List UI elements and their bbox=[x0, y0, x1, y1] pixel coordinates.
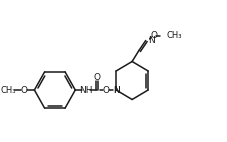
Text: O: O bbox=[93, 73, 100, 82]
Text: NH: NH bbox=[79, 86, 93, 95]
Text: O: O bbox=[103, 85, 110, 94]
Text: N: N bbox=[113, 85, 119, 94]
Text: O: O bbox=[150, 31, 157, 40]
Text: O: O bbox=[20, 85, 27, 94]
Text: CH₃: CH₃ bbox=[166, 31, 182, 40]
Text: CH₃: CH₃ bbox=[0, 85, 16, 94]
Text: N: N bbox=[148, 36, 155, 45]
Text: N: N bbox=[113, 85, 119, 94]
